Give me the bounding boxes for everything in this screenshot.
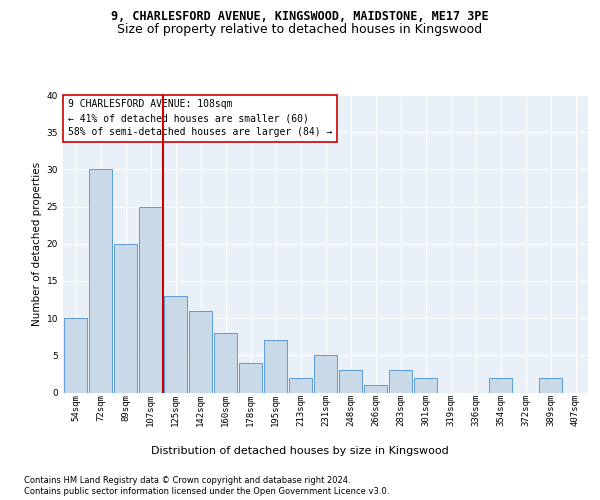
Text: 9, CHARLESFORD AVENUE, KINGSWOOD, MAIDSTONE, ME17 3PE: 9, CHARLESFORD AVENUE, KINGSWOOD, MAIDST…	[111, 10, 489, 23]
Bar	[264, 340, 287, 392]
Text: Size of property relative to detached houses in Kingswood: Size of property relative to detached ho…	[118, 23, 482, 36]
Text: 9 CHARLESFORD AVENUE: 108sqm
← 41% of detached houses are smaller (60)
58% of se: 9 CHARLESFORD AVENUE: 108sqm ← 41% of de…	[68, 100, 332, 138]
Y-axis label: Number of detached properties: Number of detached properties	[32, 162, 43, 326]
Bar	[189, 310, 212, 392]
Bar	[139, 206, 162, 392]
Bar	[114, 244, 137, 392]
Bar	[489, 378, 512, 392]
Bar	[414, 378, 437, 392]
Bar	[539, 378, 562, 392]
Bar	[289, 378, 312, 392]
Bar	[314, 356, 337, 393]
Text: Contains HM Land Registry data © Crown copyright and database right 2024.: Contains HM Land Registry data © Crown c…	[24, 476, 350, 485]
Bar	[164, 296, 187, 392]
Bar	[364, 385, 387, 392]
Bar	[389, 370, 412, 392]
Bar	[339, 370, 362, 392]
Text: Contains public sector information licensed under the Open Government Licence v3: Contains public sector information licen…	[24, 488, 389, 496]
Bar	[239, 363, 262, 392]
Text: Distribution of detached houses by size in Kingswood: Distribution of detached houses by size …	[151, 446, 449, 456]
Bar	[64, 318, 87, 392]
Bar	[89, 170, 112, 392]
Bar	[214, 333, 237, 392]
